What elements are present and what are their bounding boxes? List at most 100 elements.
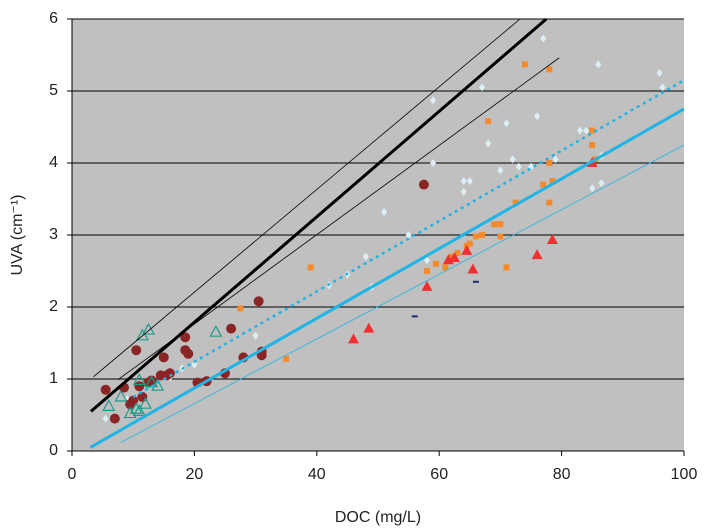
point [137,392,148,402]
y-tick-label: 2 [49,298,58,315]
point [497,221,504,228]
x-tick-label: 0 [68,466,77,483]
point [253,296,264,307]
point [129,401,143,414]
point [146,375,157,386]
point [540,181,547,188]
point [141,322,156,335]
point [503,119,510,128]
line [132,79,685,399]
point [430,159,437,167]
y-axis-label: UVA (cm⁻¹) [9,194,26,275]
y-tick-label: 6 [49,10,58,27]
point [598,179,605,188]
point [102,399,116,411]
point [589,184,596,193]
point [151,378,165,391]
point [656,69,663,77]
point [461,244,473,255]
point [466,177,473,185]
x-tick-label: 80 [553,466,571,483]
point [418,179,429,190]
point [226,323,237,334]
point [521,61,528,68]
point [158,352,169,363]
point [485,118,492,125]
line [120,144,685,443]
y-tick-label: 0 [49,442,58,459]
point [362,252,369,261]
point [430,96,437,105]
y-tick-label: 1 [49,370,58,387]
point [534,112,541,121]
point [479,83,486,92]
point [467,263,479,274]
point [454,250,461,256]
x-tick-label: 60 [430,466,448,483]
line [89,107,685,449]
x-tick-label: 20 [186,466,204,483]
line [117,57,560,381]
point [252,331,259,340]
point [131,345,142,356]
line [93,18,521,378]
point [123,406,137,419]
point [485,139,492,148]
x-tick-label: 40 [308,466,326,483]
point [138,396,152,409]
point [381,207,388,216]
point [237,305,244,312]
point [546,160,553,166]
point [423,268,430,274]
point [421,280,433,291]
point [497,233,504,240]
point [180,332,191,343]
point [348,333,360,344]
point [472,233,479,240]
point [540,34,547,43]
point [442,264,449,271]
point [583,126,590,135]
point [576,126,583,135]
point [503,264,510,271]
point [509,155,516,164]
point [512,199,519,206]
point [546,234,558,245]
point [209,324,223,337]
point [283,355,290,362]
point [191,360,198,369]
point [405,231,412,239]
point [132,404,146,416]
point [164,368,175,379]
point [546,199,553,206]
point [448,253,455,260]
point [363,322,375,333]
point [460,187,467,196]
point [491,221,498,228]
point [515,162,522,171]
point [423,256,430,265]
y-tick-label: 4 [49,154,58,171]
point [134,381,145,392]
x-tick-label: 100 [671,466,698,483]
point [497,166,504,175]
point [460,177,467,185]
y-tick-label: 3 [49,226,58,243]
point [589,142,596,148]
point [135,328,149,341]
point [549,178,556,184]
point [114,389,128,402]
point [659,83,666,92]
point [109,413,120,424]
point [183,348,194,359]
point [307,264,314,271]
point [100,384,111,395]
point [531,249,543,260]
x-axis-label: DOC (mg/L) [335,509,421,526]
point [449,252,460,263]
point [102,414,109,423]
point [433,260,440,267]
point [589,127,596,134]
